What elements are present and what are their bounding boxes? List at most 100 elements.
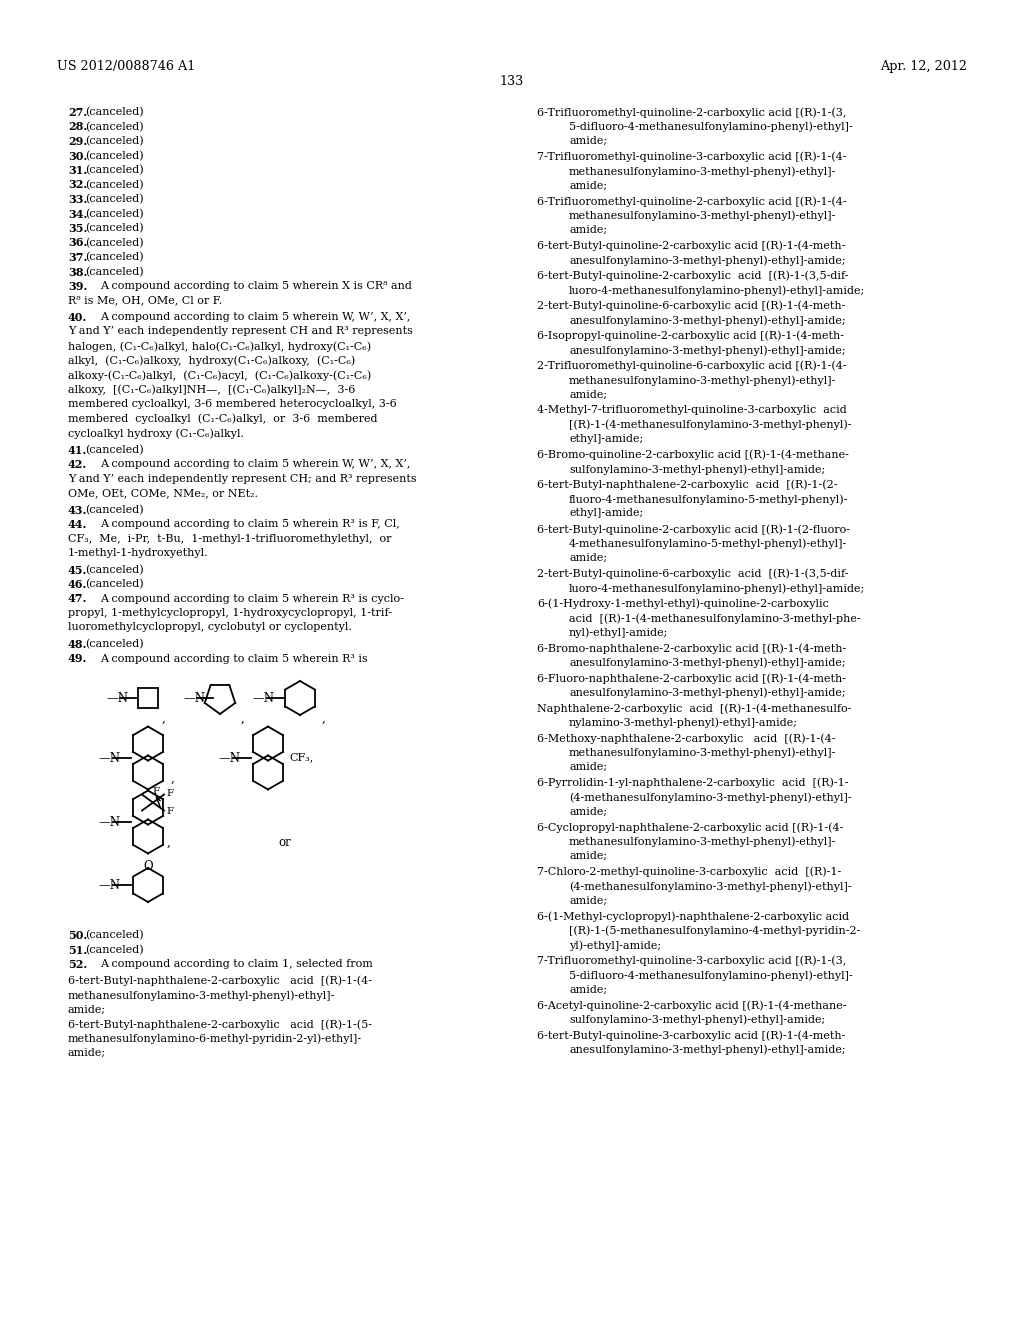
Text: luoromethylcyclopropyl, cyclobutyl or cyclopentyl.: luoromethylcyclopropyl, cyclobutyl or cy… xyxy=(68,623,352,632)
Text: nyl)-ethyl]-amide;: nyl)-ethyl]-amide; xyxy=(569,627,669,638)
Text: ,: , xyxy=(171,772,175,785)
Text: 6-Isopropyl-quinoline-2-carboxylic acid [(R)-1-(4-meth-: 6-Isopropyl-quinoline-2-carboxylic acid … xyxy=(537,330,844,341)
Text: ,: , xyxy=(167,836,171,849)
Text: (canceled): (canceled) xyxy=(86,209,144,219)
Text: A compound according to claim 1, selected from: A compound according to claim 1, selecte… xyxy=(100,960,373,969)
Text: 28.: 28. xyxy=(68,121,87,132)
Text: 7-Chloro-2-methyl-quinoline-3-carboxylic  acid  [(R)-1-: 7-Chloro-2-methyl-quinoline-3-carboxylic… xyxy=(537,866,842,876)
Text: (canceled): (canceled) xyxy=(86,931,144,940)
Text: CF₃,  Me,  i-Pr,  t-Bu,  1-methyl-1-trifluoromethylethyl,  or: CF₃, Me, i-Pr, t-Bu, 1-methyl-1-trifluor… xyxy=(68,533,391,544)
Text: (canceled): (canceled) xyxy=(86,223,144,234)
Text: (4-methanesulfonylamino-3-methyl-phenyl)-ethyl]-: (4-methanesulfonylamino-3-methyl-phenyl)… xyxy=(569,880,852,891)
Text: propyl, 1-methylcyclopropyl, 1-hydroxycyclopropyl, 1-trif-: propyl, 1-methylcyclopropyl, 1-hydroxycy… xyxy=(68,609,392,618)
Text: Y and Y’ each independently represent CH and R³ represents: Y and Y’ each independently represent CH… xyxy=(68,326,413,337)
Text: A compound according to claim 5 wherein R³ is cyclo-: A compound according to claim 5 wherein … xyxy=(100,594,403,603)
Text: amide;: amide; xyxy=(569,807,607,817)
Text: US 2012/0088746 A1: US 2012/0088746 A1 xyxy=(57,59,196,73)
Text: 6-Trifluoromethyl-quinoline-2-carboxylic acid [(R)-1-(4-: 6-Trifluoromethyl-quinoline-2-carboxylic… xyxy=(537,195,847,206)
Text: 6-Bromo-naphthalene-2-carboxylic acid [(R)-1-(4-meth-: 6-Bromo-naphthalene-2-carboxylic acid [(… xyxy=(537,643,846,653)
Text: —N: —N xyxy=(98,816,120,829)
Text: 39.: 39. xyxy=(68,281,87,292)
Text: (canceled): (canceled) xyxy=(86,107,144,117)
Text: halogen, (C₁-C₆)alkyl, halo(C₁-C₆)alkyl, hydroxy(C₁-C₆): halogen, (C₁-C₆)alkyl, halo(C₁-C₆)alkyl,… xyxy=(68,341,371,351)
Text: amide;: amide; xyxy=(569,136,607,147)
Text: anesulfonylamino-3-methyl-phenyl)-ethyl]-amide;: anesulfonylamino-3-methyl-phenyl)-ethyl]… xyxy=(569,345,846,355)
Text: (canceled): (canceled) xyxy=(86,945,144,954)
Text: Naphthalene-2-carboxylic  acid  [(R)-1-(4-methanesulfo-: Naphthalene-2-carboxylic acid [(R)-1-(4-… xyxy=(537,704,851,714)
Text: (canceled): (canceled) xyxy=(86,121,144,132)
Text: —N: —N xyxy=(183,692,205,705)
Text: —N: —N xyxy=(106,692,128,705)
Text: amide;: amide; xyxy=(569,762,607,772)
Text: 6-(1-Hydroxy-1-methyl-ethyl)-quinoline-2-carboxylic: 6-(1-Hydroxy-1-methyl-ethyl)-quinoline-2… xyxy=(537,598,828,609)
Text: amide;: amide; xyxy=(569,895,607,906)
Text: OMe, OEt, COMe, NMe₂, or NEt₂.: OMe, OEt, COMe, NMe₂, or NEt₂. xyxy=(68,488,258,498)
Text: 6-Trifluoromethyl-quinoline-2-carboxylic acid [(R)-1-(3,: 6-Trifluoromethyl-quinoline-2-carboxylic… xyxy=(537,107,847,117)
Text: 48.: 48. xyxy=(68,639,87,649)
Text: (canceled): (canceled) xyxy=(86,445,144,455)
Text: Apr. 12, 2012: Apr. 12, 2012 xyxy=(880,59,967,73)
Text: anesulfonylamino-3-methyl-phenyl)-ethyl]-amide;: anesulfonylamino-3-methyl-phenyl)-ethyl]… xyxy=(569,657,846,668)
Text: 6-tert-Butyl-naphthalene-2-carboxylic   acid  [(R)-1-(5-: 6-tert-Butyl-naphthalene-2-carboxylic ac… xyxy=(68,1019,372,1030)
Text: (canceled): (canceled) xyxy=(86,639,144,649)
Text: 32.: 32. xyxy=(68,180,87,190)
Text: 6-Bromo-quinoline-2-carboxylic acid [(R)-1-(4-methane-: 6-Bromo-quinoline-2-carboxylic acid [(R)… xyxy=(537,450,849,461)
Text: 6-tert-Butyl-quinoline-2-carboxylic acid [(R)-1-(4-meth-: 6-tert-Butyl-quinoline-2-carboxylic acid… xyxy=(537,240,846,251)
Text: amide;: amide; xyxy=(569,985,607,994)
Text: amide;: amide; xyxy=(569,224,607,235)
Text: 31.: 31. xyxy=(68,165,87,176)
Text: A compound according to claim 5 wherein X is CR⁸ and: A compound according to claim 5 wherein … xyxy=(100,281,412,290)
Text: 4-Methyl-7-trifluoromethyl-quinoline-3-carboxylic  acid: 4-Methyl-7-trifluoromethyl-quinoline-3-c… xyxy=(537,405,847,414)
Text: O: O xyxy=(143,861,153,873)
Text: ethyl]-amide;: ethyl]-amide; xyxy=(569,434,643,444)
Text: 6-Acetyl-quinoline-2-carboxylic acid [(R)-1-(4-methane-: 6-Acetyl-quinoline-2-carboxylic acid [(R… xyxy=(537,1001,847,1011)
Text: (canceled): (canceled) xyxy=(86,579,144,589)
Text: A compound according to claim 5 wherein R³ is F, Cl,: A compound according to claim 5 wherein … xyxy=(100,519,399,529)
Text: luoro-4-methanesulfonylamino-phenyl)-ethyl]-amide;: luoro-4-methanesulfonylamino-phenyl)-eth… xyxy=(569,285,865,296)
Text: 33.: 33. xyxy=(68,194,87,205)
Text: 35.: 35. xyxy=(68,223,87,234)
Text: 6-Methoxy-naphthalene-2-carboxylic   acid  [(R)-1-(4-: 6-Methoxy-naphthalene-2-carboxylic acid … xyxy=(537,733,836,743)
Text: amide;: amide; xyxy=(569,553,607,564)
Text: 4-methanesulfonylamino-5-methyl-phenyl)-ethyl]-: 4-methanesulfonylamino-5-methyl-phenyl)-… xyxy=(569,539,847,549)
Text: ,: , xyxy=(241,711,245,725)
Text: 2-Trifluoromethyl-quinoline-6-carboxylic acid [(R)-1-(4-: 2-Trifluoromethyl-quinoline-6-carboxylic… xyxy=(537,360,847,371)
Text: 47.: 47. xyxy=(68,594,87,605)
Text: methanesulfonylamino-3-methyl-phenyl)-ethyl]-: methanesulfonylamino-3-methyl-phenyl)-et… xyxy=(68,990,336,1001)
Text: (canceled): (canceled) xyxy=(86,136,144,147)
Text: 1-methyl-1-hydroxyethyl.: 1-methyl-1-hydroxyethyl. xyxy=(68,548,209,558)
Text: 6-Cyclopropyl-naphthalene-2-carboxylic acid [(R)-1-(4-: 6-Cyclopropyl-naphthalene-2-carboxylic a… xyxy=(537,822,844,833)
Text: membered  cycloalkyl  (C₁-C₆)alkyl,  or  3-6  membered: membered cycloalkyl (C₁-C₆)alkyl, or 3-6… xyxy=(68,413,378,424)
Text: amide;: amide; xyxy=(569,851,607,861)
Text: —N: —N xyxy=(98,752,120,766)
Text: membered cycloalkyl, 3-6 membered heterocycloalkyl, 3-6: membered cycloalkyl, 3-6 membered hetero… xyxy=(68,399,396,409)
Text: (canceled): (canceled) xyxy=(86,565,144,574)
Text: 7-Trifluoromethyl-quinoline-3-carboxylic acid [(R)-1-(4-: 7-Trifluoromethyl-quinoline-3-carboxylic… xyxy=(537,152,847,162)
Text: 6-tert-Butyl-quinoline-2-carboxylic  acid  [(R)-1-(3,5-dif-: 6-tert-Butyl-quinoline-2-carboxylic acid… xyxy=(537,271,849,281)
Text: 6-tert-Butyl-quinoline-3-carboxylic acid [(R)-1-(4-meth-: 6-tert-Butyl-quinoline-3-carboxylic acid… xyxy=(537,1030,846,1040)
Text: 36.: 36. xyxy=(68,238,87,248)
Text: anesulfonylamino-3-methyl-phenyl)-ethyl]-amide;: anesulfonylamino-3-methyl-phenyl)-ethyl]… xyxy=(569,1044,846,1055)
Text: (canceled): (canceled) xyxy=(86,150,144,161)
Text: 45.: 45. xyxy=(68,565,87,576)
Text: F: F xyxy=(166,788,173,797)
Text: F: F xyxy=(166,807,173,816)
Text: 2-tert-Butyl-quinoline-6-carboxylic  acid  [(R)-1-(3,5-dif-: 2-tert-Butyl-quinoline-6-carboxylic acid… xyxy=(537,569,849,579)
Text: (canceled): (canceled) xyxy=(86,267,144,277)
Text: 52.: 52. xyxy=(68,960,87,970)
Text: ,: , xyxy=(322,711,326,725)
Text: 46.: 46. xyxy=(68,579,87,590)
Text: fluoro-4-methanesulfonylamino-5-methyl-phenyl)-: fluoro-4-methanesulfonylamino-5-methyl-p… xyxy=(569,494,848,504)
Text: 29.: 29. xyxy=(68,136,87,147)
Text: 6-(1-Methyl-cyclopropyl)-naphthalene-2-carboxylic acid: 6-(1-Methyl-cyclopropyl)-naphthalene-2-c… xyxy=(537,911,849,921)
Text: 51.: 51. xyxy=(68,945,87,956)
Text: methanesulfonylamino-3-methyl-phenyl)-ethyl]-: methanesulfonylamino-3-methyl-phenyl)-et… xyxy=(569,166,837,177)
Text: alkoxy-(C₁-C₆)alkyl,  (C₁-C₆)acyl,  (C₁-C₆)alkoxy-(C₁-C₆): alkoxy-(C₁-C₆)alkyl, (C₁-C₆)acyl, (C₁-C₆… xyxy=(68,370,372,380)
Text: yl)-ethyl]-amide;: yl)-ethyl]-amide; xyxy=(569,940,662,950)
Text: anesulfonylamino-3-methyl-phenyl)-ethyl]-amide;: anesulfonylamino-3-methyl-phenyl)-ethyl]… xyxy=(569,255,846,265)
Text: sulfonylamino-3-methyl-phenyl)-ethyl]-amide;: sulfonylamino-3-methyl-phenyl)-ethyl]-am… xyxy=(569,465,825,475)
Text: or: or xyxy=(278,836,291,849)
Text: A compound according to claim 5 wherein W, W’, X, X’,: A compound according to claim 5 wherein … xyxy=(100,312,411,322)
Text: amide;: amide; xyxy=(569,181,607,190)
Text: 133: 133 xyxy=(500,75,524,88)
